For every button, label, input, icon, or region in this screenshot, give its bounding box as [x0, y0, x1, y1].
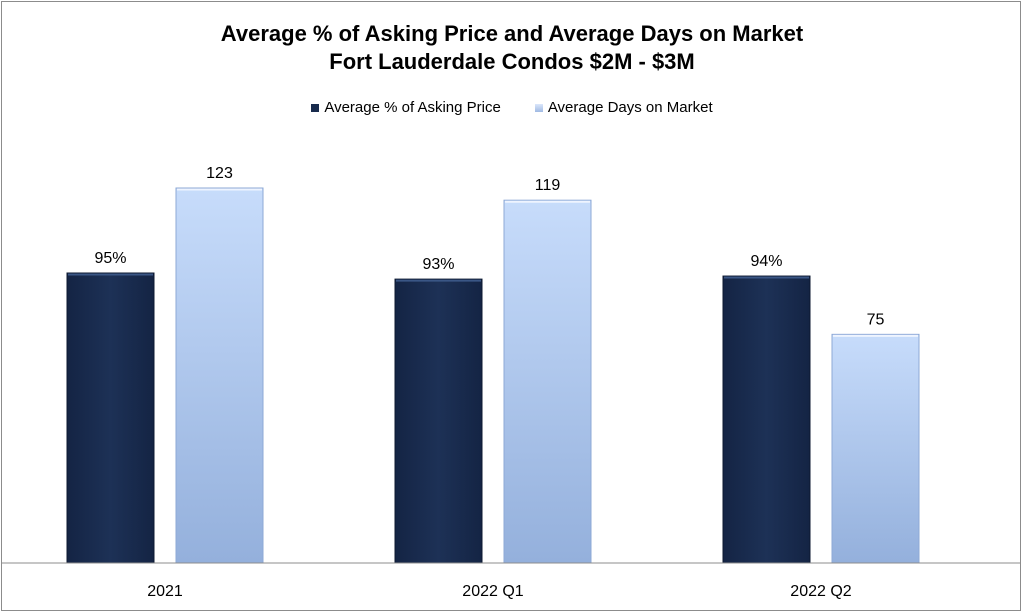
legend-label-asking-price: Average % of Asking Price — [324, 99, 501, 116]
data-label-days-on-market-2: 75 — [867, 311, 885, 328]
legend-item-days-on-market: Average Days on Market — [534, 99, 713, 116]
data-label-asking-price-1: 93% — [422, 256, 454, 273]
bar-days-on-market-1 — [503, 199, 592, 564]
legend-item-asking-price: Average % of Asking Price — [311, 99, 501, 116]
x-tick-label-1: 2022 Q1 — [462, 583, 523, 600]
legend-swatch-asking-price — [311, 103, 320, 112]
chart-title-line-2: Fort Lauderdale Condos $2M - $3M — [329, 49, 695, 74]
x-tick-label-2: 2022 Q2 — [790, 583, 851, 600]
legend: Average % of Asking Price Average Days o… — [0, 99, 1024, 116]
legend-label-days-on-market: Average Days on Market — [547, 99, 713, 116]
x-tick-label-0: 2021 — [147, 583, 183, 600]
bar-asking-price-0 — [66, 272, 155, 564]
chart-title-line-1: Average % of Asking Price and Average Da… — [220, 21, 804, 46]
legend-swatch-days-on-market — [534, 103, 543, 112]
data-label-days-on-market-1: 119 — [535, 177, 561, 194]
chart-title: Average % of Asking Price and Average Da… — [0, 20, 1024, 76]
data-label-days-on-market-0: 123 — [206, 165, 233, 182]
bar-asking-price-1 — [394, 278, 483, 564]
data-label-asking-price-0: 95% — [94, 250, 126, 267]
bars-group — [66, 187, 920, 564]
x-tick-labels-group: 2021 2022 Q1 2022 Q2 — [147, 583, 852, 600]
bar-asking-price-2 — [722, 275, 811, 564]
data-labels-group: 95% 93% 94% 123 119 75 — [94, 165, 884, 328]
bar-days-on-market-0 — [175, 187, 264, 564]
bar-days-on-market-2 — [831, 333, 920, 564]
data-label-asking-price-2: 94% — [750, 253, 782, 270]
